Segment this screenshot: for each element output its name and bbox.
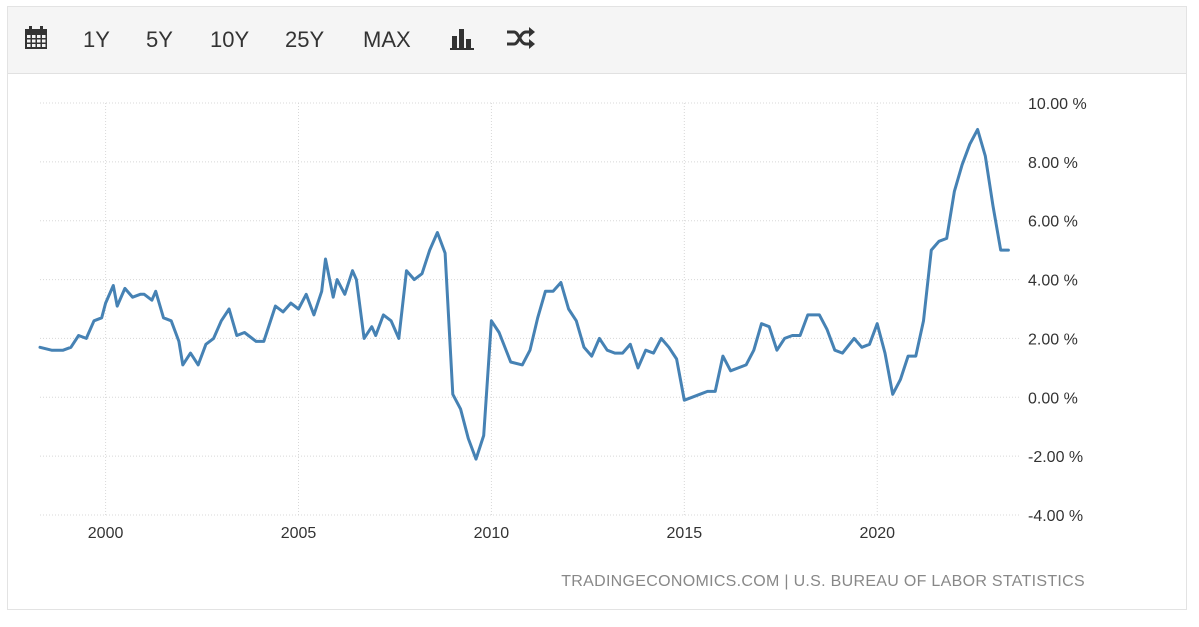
calendar-icon[interactable] — [24, 26, 54, 54]
y-tick-label: 2.00 % — [1028, 331, 1078, 348]
range-5y-button[interactable]: 5Y — [146, 27, 173, 52]
y-tick-label: 4.00 % — [1028, 273, 1078, 290]
bar-chart-icon-glyph — [450, 29, 474, 50]
range-1y-button[interactable]: 1Y — [83, 27, 110, 52]
y-tick-label: 8.00 % — [1028, 155, 1078, 172]
range-max-button[interactable]: MAX — [363, 27, 411, 52]
series-line — [38, 128, 1010, 461]
x-tick-label: 2000 — [88, 525, 124, 542]
x-tick-label: 2015 — [667, 525, 703, 542]
x-tick-label: 2020 — [859, 525, 895, 542]
range-10y-button[interactable]: 10Y — [210, 27, 250, 52]
x-tick-label: 2005 — [281, 525, 317, 542]
shuffle-icon[interactable] — [506, 26, 536, 54]
x-axis-ticks: 2000 2005 2010 2015 2020 — [88, 525, 895, 542]
calendar-icon-glyph — [25, 26, 47, 49]
y-tick-label: -4.00 % — [1028, 508, 1083, 525]
y-tick-label: 10.00 % — [1028, 96, 1087, 113]
y-tick-label: 6.00 % — [1028, 214, 1078, 231]
grid-lines — [40, 102, 1020, 516]
source-label: TRADINGECONOMICS.COM | U.S. BUREAU OF LA… — [561, 573, 1085, 590]
chart-frame: 1Y 5Y 10Y 25Y MAX — [7, 6, 1187, 610]
y-tick-label: 0.00 % — [1028, 390, 1078, 407]
bar-chart-icon[interactable] — [450, 26, 480, 54]
shuffle-icon-glyph — [507, 27, 535, 49]
y-axis-ticks: 10.00 % 8.00 % 6.00 % 4.00 % 2.00 % 0.00 % -2.… — [1028, 96, 1087, 525]
y-tick-label: -2.00 % — [1028, 449, 1083, 466]
chart-toolbar: 1Y 5Y 10Y 25Y MAX — [8, 7, 1186, 74]
range-25y-button[interactable]: 25Y — [285, 27, 325, 52]
x-tick-label: 2010 — [474, 525, 510, 542]
